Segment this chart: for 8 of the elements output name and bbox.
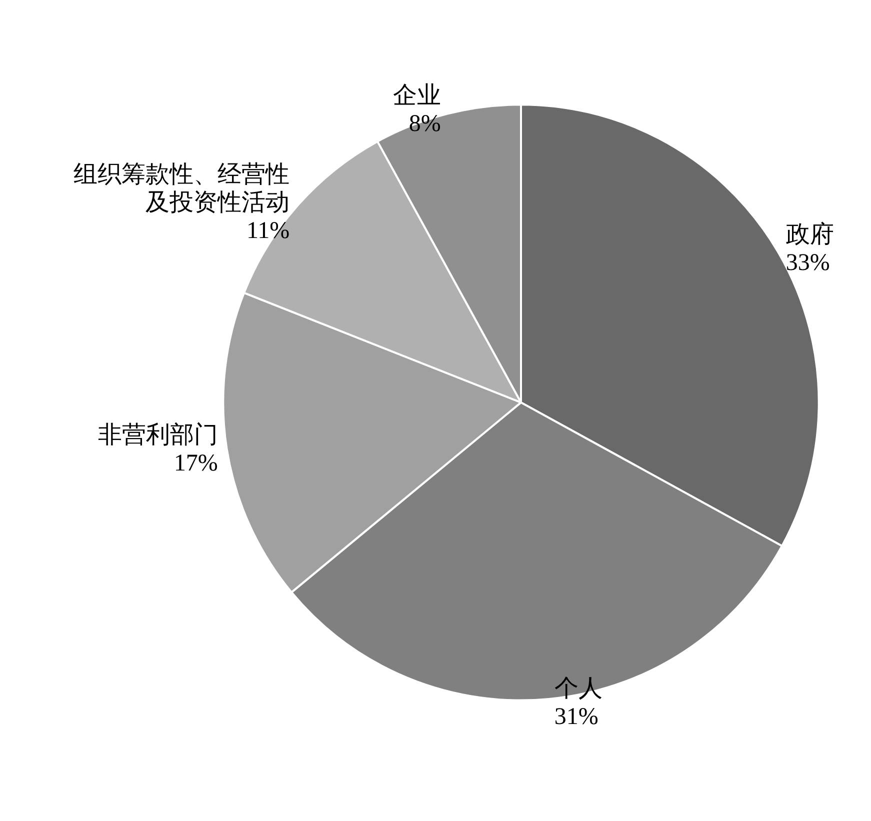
slice-label: 组织筹款性、经营性及投资性活动 — [74, 162, 290, 216]
slice-label: 企业 — [392, 83, 441, 110]
data-label: 11% — [246, 218, 290, 244]
slice-label: 非营利部门 — [98, 422, 218, 449]
data-label: 33% — [786, 250, 830, 276]
data-label: 31% — [554, 704, 598, 730]
slice-label: 政府 — [786, 220, 834, 248]
data-label: 17% — [174, 450, 218, 477]
